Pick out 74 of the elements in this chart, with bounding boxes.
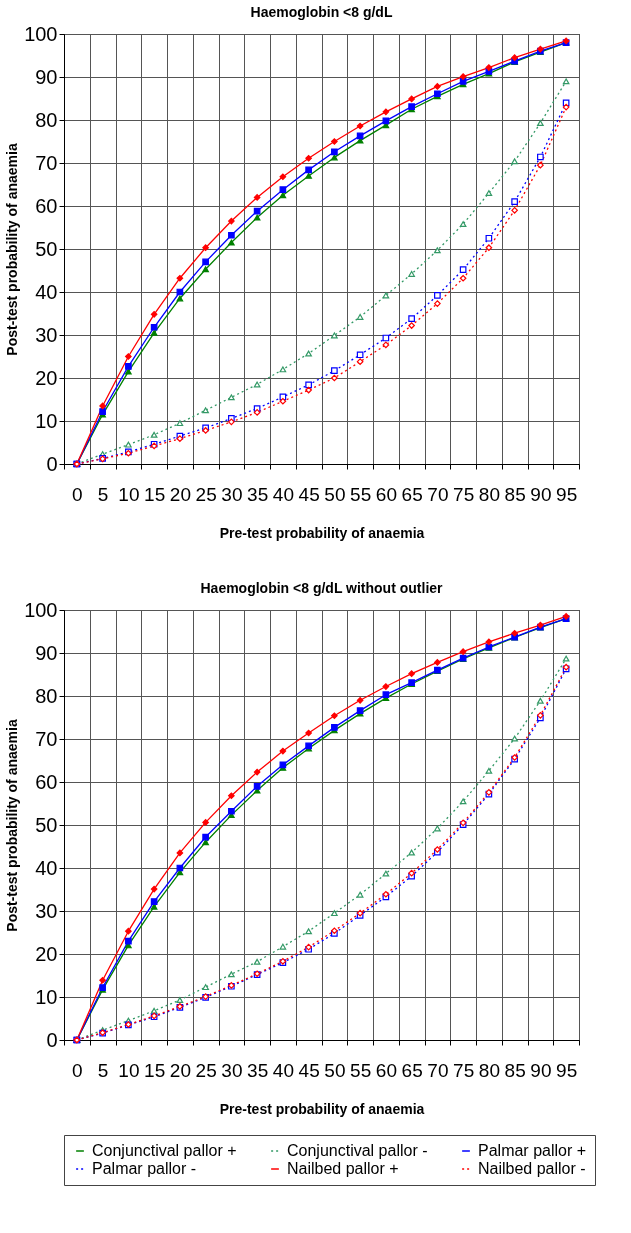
chart-title: Haemoglobin <8 g/dL (250, 4, 393, 20)
x-tick-label: 0 (72, 1059, 83, 1081)
x-tick-label: 85 (504, 1059, 526, 1081)
x-tick-label: 20 (169, 1059, 191, 1081)
legend-label: Nailbed pallor + (287, 1160, 399, 1177)
y-tick-label: 80 (35, 684, 58, 707)
x-tick-label: 30 (221, 1059, 243, 1081)
y-tick-label: 60 (35, 194, 58, 217)
x-tick-label: 55 (350, 1059, 372, 1081)
x-tick-label: 10 (118, 1059, 140, 1081)
y-tick-label: 20 (35, 366, 58, 389)
x-tick-label: 15 (144, 483, 166, 505)
y-axis-title: Post-test probability of anaemia (4, 719, 21, 932)
x-tick-label: 75 (453, 483, 475, 505)
x-tick-label: 95 (556, 1059, 578, 1081)
y-tick-label: 30 (35, 323, 58, 346)
y-tick-label: 90 (35, 65, 58, 88)
y-tick-label: 70 (35, 727, 58, 750)
y-tick-label: 10 (35, 985, 58, 1008)
legend-label: Palmar pallor - (92, 1160, 197, 1177)
y-tick-label: 10 (35, 409, 58, 432)
x-tick-label: 65 (401, 483, 423, 505)
x-tick-label: 65 (401, 1059, 423, 1081)
y-tick-label: 60 (35, 770, 58, 793)
x-tick-label: 75 (453, 1059, 475, 1081)
x-tick-label: 30 (221, 483, 243, 505)
x-tick-label: 20 (169, 483, 191, 505)
x-tick-label: 25 (195, 1059, 217, 1081)
x-tick-label: 40 (272, 1059, 294, 1081)
y-tick-label: 90 (35, 641, 58, 664)
x-tick-label: 10 (118, 483, 140, 505)
x-tick-label: 40 (272, 483, 294, 505)
chart-title: Haemoglobin <8 g/dL without outlier (200, 580, 444, 596)
y-tick-label: 100 (24, 598, 58, 621)
x-tick-label: 5 (97, 483, 109, 505)
x-tick-label: 80 (478, 1059, 500, 1081)
x-tick-label: 35 (247, 483, 269, 505)
x-tick-label: 0 (72, 483, 83, 505)
x-tick-label: 60 (375, 1059, 397, 1081)
x-tick-label: 35 (247, 1059, 269, 1081)
y-tick-label: 100 (24, 22, 58, 45)
y-tick-label: 50 (35, 237, 58, 260)
x-tick-label: 50 (324, 1059, 346, 1081)
x-tick-label: 25 (195, 483, 217, 505)
y-tick-label: 70 (35, 151, 58, 174)
x-tick-label: 60 (375, 483, 397, 505)
x-tick-label: 55 (350, 483, 372, 505)
x-tick-label: 45 (298, 483, 320, 505)
x-tick-label: 90 (530, 483, 552, 505)
x-axis-title: Pre-test probability of anaemia (219, 524, 425, 541)
x-tick-label: 95 (556, 483, 578, 505)
x-tick-label: 50 (324, 483, 346, 505)
x-tick-label: 45 (298, 1059, 320, 1081)
x-tick-label: 70 (427, 483, 449, 505)
y-tick-label: 50 (35, 813, 58, 836)
legend-label: Conjunctival pallor - (287, 1142, 428, 1159)
y-tick-label: 40 (35, 856, 58, 879)
y-tick-label: 20 (35, 942, 58, 965)
legend-label: Conjunctival pallor + (92, 1142, 237, 1159)
x-tick-label: 70 (427, 1059, 449, 1081)
y-tick-label: 30 (35, 899, 58, 922)
x-tick-label: 80 (478, 483, 500, 505)
legend-label: Nailbed pallor - (478, 1160, 586, 1177)
y-tick-label: 80 (35, 108, 58, 131)
x-tick-label: 15 (144, 1059, 166, 1081)
y-tick-label: 0 (46, 452, 58, 475)
x-axis-title: Pre-test probability of anaemia (219, 1100, 425, 1117)
x-tick-label: 85 (504, 483, 526, 505)
legend-label: Palmar pallor + (478, 1142, 587, 1159)
x-tick-label: 5 (97, 1059, 109, 1081)
y-tick-label: 40 (35, 280, 58, 303)
x-tick-label: 90 (530, 1059, 552, 1081)
y-axis-title: Post-test probability of anaemia (4, 143, 21, 356)
y-tick-label: 0 (46, 1028, 58, 1051)
